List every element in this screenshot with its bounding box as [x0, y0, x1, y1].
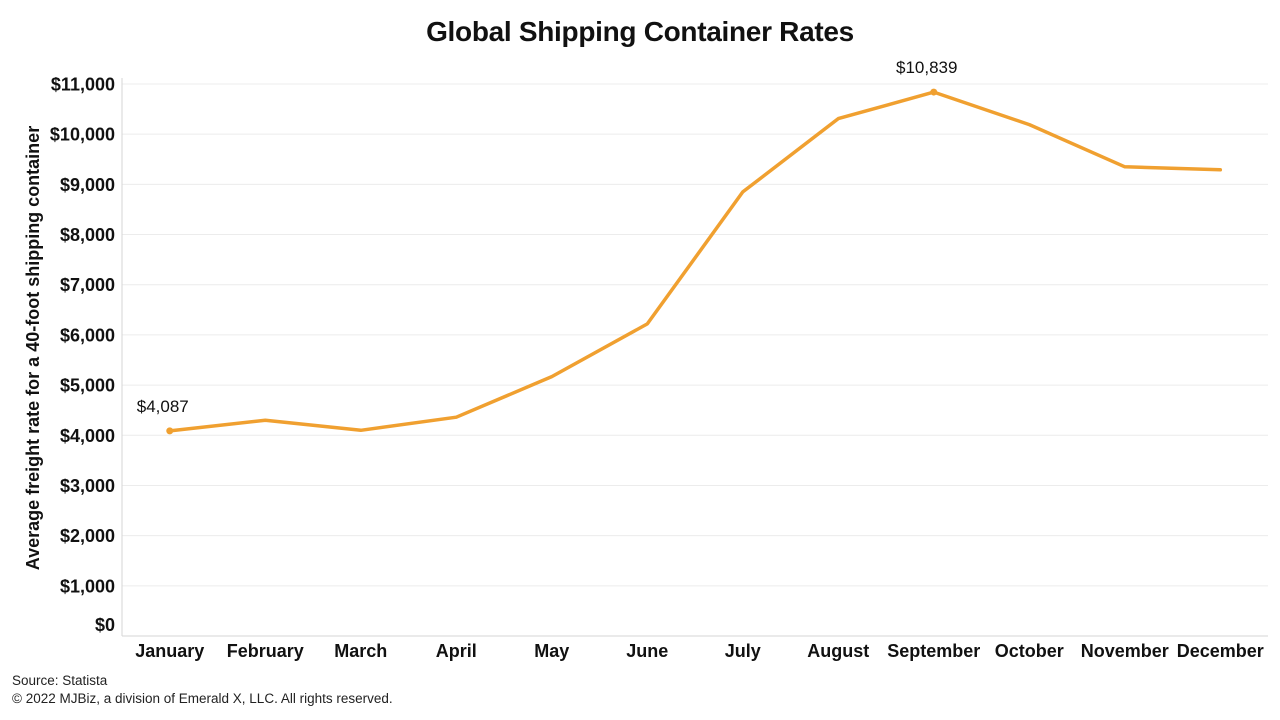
data-label: $10,839 [896, 58, 957, 77]
axes [121, 78, 1268, 637]
y-tick-label: $11,000 [51, 75, 115, 95]
y-axis-ticks: $0 $1,000 $2,000 $3,000 $4,000 $5,000 $6,000 $7… [50, 75, 115, 636]
x-tick-label: December [1177, 641, 1264, 661]
data-labels: $4,087 $10,839 [137, 58, 957, 435]
y-tick-label: $7,000 [60, 275, 115, 295]
x-tick-label: May [534, 641, 569, 661]
x-axis-ticks: January February March April May June July Augu… [135, 641, 1264, 661]
x-tick-label: June [626, 641, 668, 661]
y-tick-label: $9,000 [60, 175, 115, 195]
x-tick-label: January [135, 641, 204, 661]
y-tick-label: $10,000 [50, 125, 115, 145]
source-note: Source: Statista [12, 673, 108, 688]
gridlines [122, 83, 1268, 587]
copyright-note: © 2022 MJBiz, a division of Emerald X, L… [12, 691, 393, 706]
x-tick-label: November [1081, 641, 1169, 661]
series [168, 90, 1223, 433]
x-tick-label: February [227, 641, 304, 661]
y-tick-label: $8,000 [60, 225, 115, 245]
x-tick-label: October [995, 641, 1064, 661]
y-tick-label: $1,000 [60, 576, 115, 596]
x-tick-label: March [334, 641, 387, 661]
y-tick-label: $6,000 [60, 325, 115, 345]
chart-title: Global Shipping Container Rates [426, 16, 854, 47]
data-point-marker [930, 88, 938, 96]
y-tick-label: $3,000 [60, 476, 115, 496]
series-line-0 [168, 90, 1223, 433]
y-tick-label: $2,000 [60, 526, 115, 546]
data-point-marker [166, 427, 174, 435]
y-axis-label: Average freight rate for a 40-foot shipp… [23, 126, 43, 570]
footer: Source: Statista © 2022 MJBiz, a divisio… [12, 672, 393, 708]
data-label: $4,087 [137, 397, 189, 416]
y-tick-label: $4,000 [60, 426, 115, 446]
x-tick-label: September [887, 641, 980, 661]
y-tick-label: $5,000 [60, 376, 115, 396]
y-tick-label: $0 [95, 615, 115, 635]
x-tick-label: August [807, 641, 869, 661]
x-tick-label: July [725, 641, 761, 661]
x-tick-label: April [436, 641, 477, 661]
